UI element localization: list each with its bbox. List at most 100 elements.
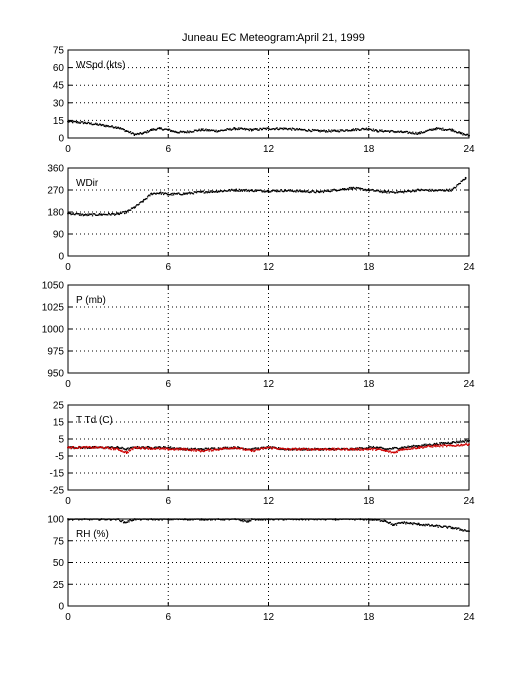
data-point (466, 530, 468, 532)
data-point (306, 518, 308, 520)
data-point (297, 190, 299, 193)
data-point (335, 518, 338, 520)
data-point (398, 449, 400, 451)
data-point (367, 188, 370, 190)
data-point (254, 519, 257, 521)
data-point (428, 129, 430, 131)
data-point (425, 524, 428, 526)
data-point (380, 190, 383, 192)
data-point (311, 448, 314, 450)
data-point (190, 519, 192, 521)
data-point (109, 125, 112, 128)
data-point (219, 190, 221, 192)
data-point (103, 125, 105, 128)
data-point (225, 129, 227, 131)
data-point (241, 447, 243, 449)
data-point (299, 128, 301, 130)
data-point (95, 445, 97, 448)
data-point (182, 130, 184, 133)
data-point (424, 446, 426, 448)
data-point (311, 449, 313, 451)
data-point (406, 130, 409, 133)
data-point (220, 190, 222, 192)
data-point (267, 518, 270, 520)
title-date: April 21, 1999 (297, 32, 365, 44)
data-point (332, 518, 334, 520)
data-point (68, 518, 71, 521)
data-point (220, 448, 223, 451)
data-point (177, 518, 179, 521)
data-point (171, 448, 173, 450)
data-point (230, 518, 233, 520)
data-point (415, 523, 418, 525)
data-point (407, 447, 409, 449)
data-point (127, 520, 129, 522)
data-point (362, 519, 365, 521)
data-point (429, 445, 431, 448)
data-point (80, 121, 82, 123)
data-point (422, 444, 425, 446)
data-point (324, 130, 326, 132)
data-point (465, 134, 467, 136)
data-point (121, 446, 123, 449)
data-point (135, 519, 137, 521)
data-point (323, 129, 325, 131)
data-point (107, 212, 110, 215)
y-tick-label: 50 (53, 558, 65, 569)
data-point (417, 132, 419, 134)
data-point (283, 448, 285, 450)
data-point (205, 447, 207, 449)
data-point (266, 446, 268, 448)
data-point (88, 447, 91, 449)
data-point (395, 523, 397, 525)
data-point (417, 189, 420, 191)
data-point (75, 121, 78, 124)
data-point (312, 518, 314, 520)
data-point (395, 446, 397, 449)
data-point (296, 189, 299, 191)
data-point (185, 448, 187, 450)
data-point (327, 448, 329, 451)
data-point (114, 213, 117, 216)
data-point (269, 191, 271, 193)
data-point (259, 127, 261, 130)
data-point (81, 213, 84, 215)
data-point (388, 450, 391, 452)
data-point (345, 518, 348, 520)
data-point (146, 447, 149, 449)
data-point (81, 519, 83, 521)
data-point (122, 447, 124, 449)
data-point (121, 449, 123, 451)
data-point (206, 448, 209, 451)
data-point (354, 448, 356, 450)
data-point (71, 213, 73, 215)
data-point (367, 449, 369, 451)
data-point (416, 446, 419, 448)
data-point (405, 446, 408, 449)
data-point (424, 189, 426, 191)
data-point (109, 213, 111, 216)
data-point (408, 522, 410, 524)
data-point (183, 518, 185, 521)
data-point (130, 448, 132, 450)
data-point (161, 192, 163, 194)
data-point (136, 447, 138, 449)
y-tick-label: 75 (53, 46, 65, 57)
data-point (73, 447, 75, 450)
data-point (288, 128, 291, 130)
data-point (388, 448, 390, 450)
data-point (348, 188, 350, 191)
data-point (238, 519, 240, 521)
data-point (271, 190, 273, 192)
data-point (325, 518, 328, 520)
data-point (397, 130, 399, 132)
data-point (117, 448, 120, 451)
data-point (264, 447, 266, 449)
data-point (454, 130, 456, 132)
data-point (125, 212, 127, 214)
data-point (279, 518, 281, 520)
data-point (150, 192, 153, 195)
x-tick-label: 0 (65, 496, 71, 507)
data-point (402, 522, 405, 525)
